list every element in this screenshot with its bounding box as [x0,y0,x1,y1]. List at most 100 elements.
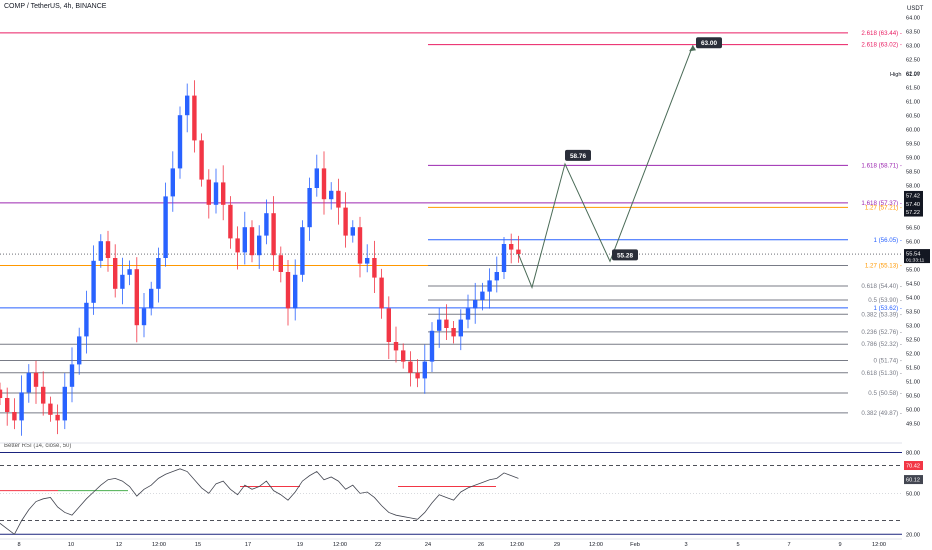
projection-label-box [565,149,591,161]
y-tick-label: 62.00 [906,71,920,77]
fib-label: 0.382 (49.87) - [861,410,902,417]
x-tick-label: 10 [68,542,74,548]
y-tick-label: 62.50 [906,57,920,63]
candle-body [221,182,226,205]
y-tick-label: 52.50 [906,337,920,343]
y-tick-label: 59.50 [906,141,920,147]
price-axis-bg [902,0,932,550]
candle-body [516,249,521,255]
candle-body [300,227,305,275]
rsi-y-tick: 20.00 [906,532,920,538]
y-tick-label: 54.50 [906,281,920,287]
candle-body [293,274,298,309]
candle-body [329,190,334,200]
tag-57-42: 57.42 [906,193,920,199]
candle-body [480,291,485,300]
candle-body [372,258,377,278]
y-tick-label: 50.50 [906,393,920,399]
candle-body [177,115,183,169]
current-price-tag-bg [904,249,930,264]
candle-body [19,392,24,421]
candle-body [33,372,39,387]
grid [0,442,932,540]
tag-57-40-bg [904,199,923,209]
fib-levels: 2.618 (63.44) - 2.618 (63.02) - 1.618 (58.… [0,30,902,417]
currency-label: USDT [907,6,924,12]
fib-label: 0.5 (50.58) - [868,390,902,397]
candle-body [444,319,449,328]
y-tick-label: 63.50 [906,29,920,35]
y-tick-label: 53.50 [906,309,920,315]
tag-57-40: 57.40 [906,202,920,208]
x-tick-label: 12:00 [333,542,347,548]
y-tick-label: 50.00 [906,407,920,413]
candle-body [408,361,413,373]
candle-body [149,288,154,309]
candle-body [343,207,348,236]
candle-body [26,372,31,393]
fib-label: 1.27 (57.21) - [865,204,902,211]
tag-57-22-bg [904,207,923,217]
y-tick-label: 51.00 [906,379,920,385]
fib-label: 1.618 (58.71) - [861,162,902,169]
rsi-tag-base: 50.00 [906,491,920,497]
candle-body [62,386,67,421]
candle-body [77,336,82,365]
candle-body [213,182,219,205]
fib-label: 1.618 (57.37) - [861,200,902,207]
x-tick-label: 9 [838,542,841,548]
fib-label: 0 (51.74) - [873,357,902,364]
candle-body [264,213,269,236]
fib-label: 0.5 (53.90) - [868,297,902,304]
candle-body [357,227,363,264]
candle-body [321,168,327,200]
candle-body [278,255,283,272]
candle-body [429,330,435,362]
fib-label: 0.382 (53.39) - [861,311,902,318]
candle-body [487,280,492,292]
candle-body [249,227,255,256]
candle-body [113,258,118,289]
fib-label: 2.618 (63.02) - [861,42,902,49]
candle-body [314,168,319,188]
x-tick-label: 12:00 [589,542,603,548]
x-tick-label: 8 [17,542,20,548]
y-tick-label: 54.00 [906,295,920,301]
projection-line [517,45,694,289]
y-tick-label: 63.00 [906,43,920,49]
candle-body [465,308,471,320]
candle-body [473,300,478,309]
y-tick-label: 51.50 [906,365,920,371]
tag-57-22: 57.22 [906,210,920,216]
rsi-tag-base-bg [904,488,923,498]
x-tick-label: 7 [787,542,790,548]
projection-label: 55.28 [617,252,633,259]
y-tick-label: 61.00 [906,99,920,105]
candle-body [192,95,197,141]
rsi-tag-mid: 60.12 [906,478,920,484]
candle-body [501,244,507,272]
fib-label: 0.236 (52.76) - [861,329,902,336]
x-tick-label: 15 [195,542,201,548]
fib-label: 1 (53.62) - [873,305,902,312]
x-tick-label: 24 [425,542,431,548]
candle-body [84,302,89,337]
candle-body [422,361,427,379]
candle-body [228,204,233,239]
rsi-y-tick: 80.00 [906,450,920,456]
x-tick-label: 3 [684,542,687,548]
candle-body [336,190,341,208]
candle-body [271,213,276,256]
candle-body [55,414,60,421]
x-tick-label: 12:00 [510,542,524,548]
candle-body [5,398,10,412]
time-axis: 8 10 12 12:00 15 17 19 12:00 22 24 26 12:00 29 12:00 F… [17,542,886,548]
y-tick-label: 59.00 [906,155,920,161]
candle-body [494,272,499,281]
arrow-head [689,45,696,52]
candle-body [257,235,262,256]
y-tick-label: 58.00 [906,183,920,189]
rsi-line [0,468,519,535]
candle-body [163,196,168,258]
